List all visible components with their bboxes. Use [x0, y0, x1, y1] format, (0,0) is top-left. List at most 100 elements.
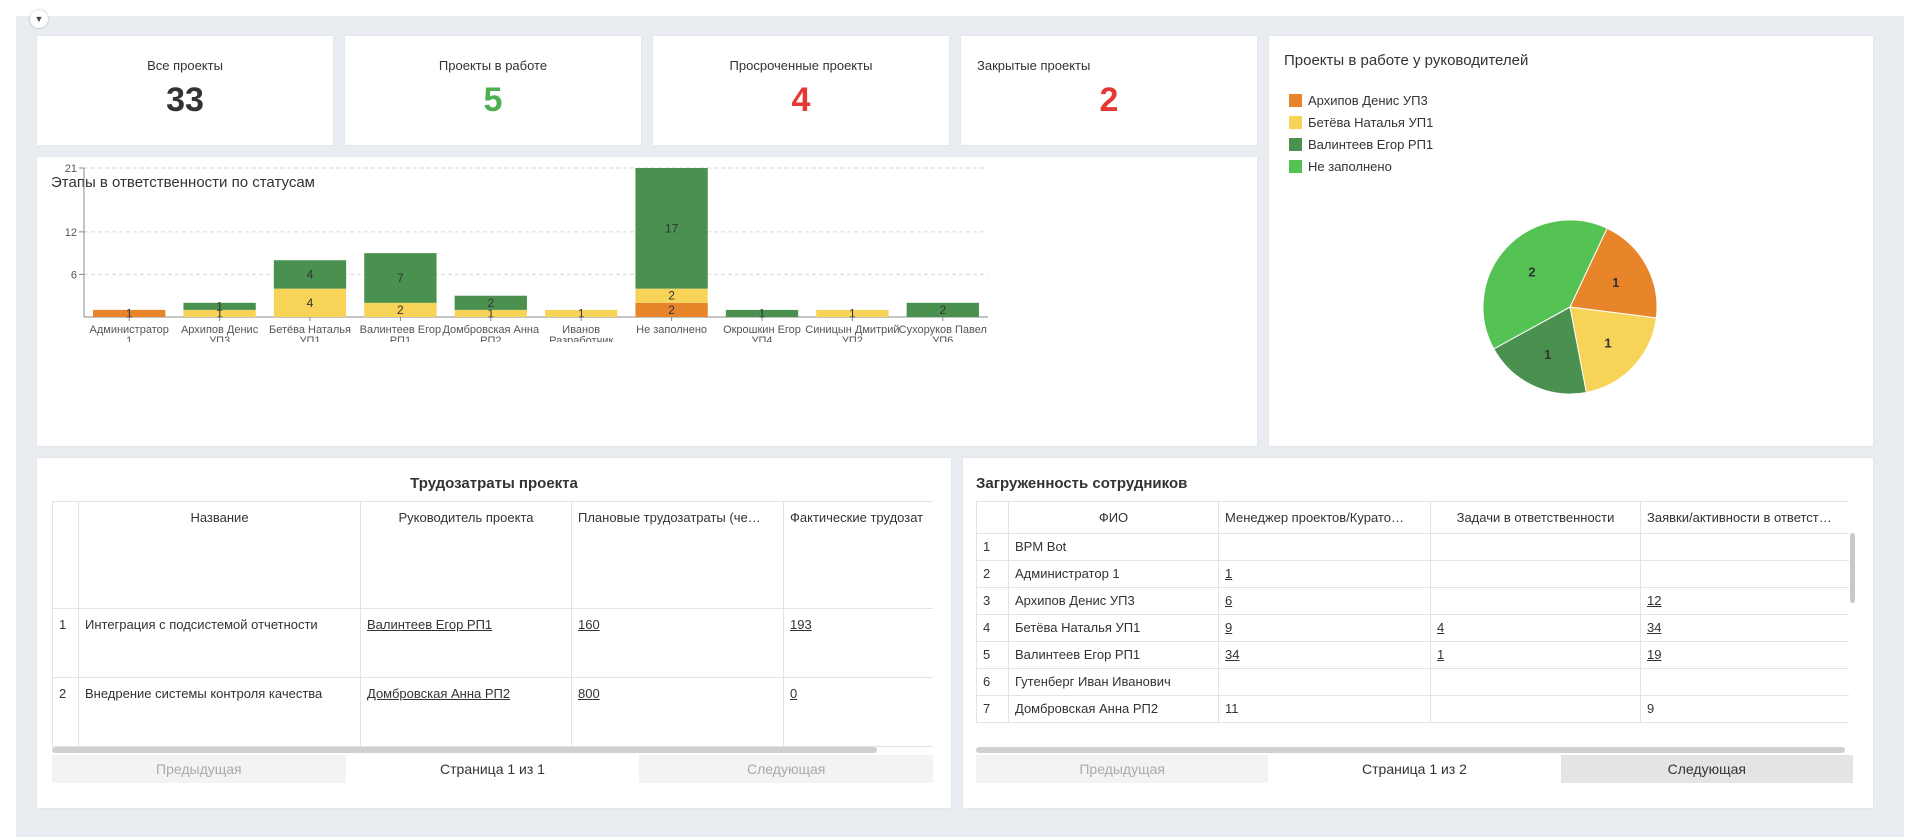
legend-item[interactable]: Валинтеев Егор РП1: [1289, 133, 1433, 155]
prev-page-button[interactable]: Предыдущая: [156, 761, 242, 777]
x-category-label-line2: УП4: [751, 335, 772, 347]
x-category-label: Бетёва Наталья: [269, 324, 351, 336]
load-table-vertical-scrollbar[interactable]: [1850, 533, 1855, 603]
legend-label: Архипов Денис УП3: [1308, 92, 1428, 108]
tasks-count-link[interactable]: 4: [1437, 620, 1445, 635]
bar-segment: [635, 302, 708, 317]
column-header-manager[interactable]: Руководитель проекта: [360, 501, 572, 609]
requests-count-link[interactable]: 19: [1647, 647, 1662, 662]
row-index: 2: [52, 677, 79, 747]
pm-count-link[interactable]: 6: [1225, 593, 1233, 608]
next-page-button[interactable]: Следующая: [747, 761, 826, 777]
actual-hours-link[interactable]: 193: [790, 617, 812, 632]
bar-value-label: 1: [216, 299, 223, 313]
table-row: 3 Архипов Денис УП3 6 12: [976, 587, 1849, 615]
column-header-planned[interactable]: Плановые трудозатраты (че…: [571, 501, 784, 609]
bar-segment: [545, 309, 618, 317]
actual-hours-link[interactable]: 0: [790, 686, 798, 701]
bar-value-label: 7: [397, 271, 404, 285]
collapse-toggle-icon[interactable]: ▼: [30, 10, 48, 28]
bar-value-label: 1: [849, 306, 856, 320]
legend-swatch: [1289, 159, 1302, 173]
employee-name: Бетёва Наталья УП1: [1008, 614, 1219, 642]
kpi-value: 4: [791, 81, 811, 119]
employee-name: Архипов Денис УП3: [1008, 587, 1219, 615]
requests-count-link[interactable]: 9: [1647, 701, 1655, 716]
bar-value-label: 4: [307, 296, 314, 310]
kpi-card-projects-in-work[interactable]: Проекты в работе 5: [345, 36, 641, 145]
column-header-tasks[interactable]: Задачи в ответственности: [1430, 501, 1641, 534]
pie-legend: Архипов Денис УП3 Бетёва Наталья УП1 Валин…: [1289, 89, 1433, 177]
kpi-value: 2: [1099, 81, 1119, 119]
pie-slice-label: 1: [1544, 347, 1551, 362]
table-row: 7 Домбровская Анна РП2 11 9: [976, 695, 1849, 723]
tasks-count-link[interactable]: 1: [1437, 647, 1445, 662]
legend-label: Не заполнено: [1308, 158, 1392, 174]
table-row: 2 Внедрение системы контроля качества До…: [52, 677, 933, 747]
pie-slice[interactable]: [1482, 219, 1608, 350]
column-header-requests[interactable]: Заявки/активности в ответст…: [1640, 501, 1849, 534]
column-header-pm[interactable]: Менеджер проектов/Курато…: [1218, 501, 1431, 534]
x-category-label-line2: 1: [126, 335, 132, 347]
kpi-card-all-projects[interactable]: Все проекты 33: [37, 36, 333, 145]
pm-count-link[interactable]: 34: [1225, 647, 1240, 662]
table-row: 1 BPM Bot: [976, 533, 1849, 561]
requests-count-link[interactable]: 12: [1647, 593, 1662, 608]
bar-segment: [364, 253, 437, 303]
pie-slice[interactable]: [1569, 306, 1657, 394]
prev-page-button[interactable]: Предыдущая: [1079, 761, 1165, 777]
legend-swatch: [1289, 93, 1302, 107]
kpi-card-closed-projects[interactable]: Закрытые проекты 2: [961, 36, 1257, 145]
employee-name: Валинтеев Егор РП1: [1008, 641, 1219, 669]
kpi-value: 33: [166, 81, 204, 119]
kpi-title: Просроченные проекты: [729, 58, 873, 73]
pm-count-link[interactable]: 9: [1225, 620, 1233, 635]
bar-value-label: 17: [665, 221, 679, 235]
pie-slice[interactable]: [1493, 306, 1587, 395]
bar-value-label: 1: [578, 306, 585, 320]
pm-count-link[interactable]: 1: [1225, 566, 1233, 581]
column-header-fio[interactable]: ФИО: [1008, 501, 1219, 534]
bar-segment: [273, 288, 347, 317]
planned-hours-link[interactable]: 800: [578, 686, 600, 701]
column-header-actual[interactable]: Фактические трудозат: [783, 501, 933, 609]
pie-slice[interactable]: [1569, 227, 1658, 319]
labor-costs-card: Трудозатраты проекта Название Руководите…: [37, 458, 951, 808]
bar-value-label: 2: [939, 303, 946, 317]
legend-item[interactable]: Бетёва Наталья УП1: [1289, 111, 1433, 133]
table-row: 6 Гутенберг Иван Иванович: [976, 668, 1849, 696]
row-index: 7: [976, 695, 1009, 723]
next-page-button[interactable]: Следующая: [1560, 755, 1853, 783]
x-category-label: Сухоруков Павел: [899, 324, 987, 336]
labor-table-viewport: Название Руководитель проекта Плановые т…: [52, 501, 933, 751]
bar-segment: [183, 309, 256, 317]
table-header-row: ФИО Менеджер проектов/Курато… Задачи в о…: [976, 501, 1849, 534]
requests-count-link[interactable]: 34: [1647, 620, 1662, 635]
row-index: 1: [52, 608, 79, 678]
bar-value-label: 2: [668, 289, 675, 303]
load-table-scrollbar[interactable]: [976, 747, 1845, 753]
column-header-index: [52, 501, 79, 609]
pie-chart-title: Проекты в работе у руководителей: [1284, 52, 1529, 69]
kpi-title: Все проекты: [147, 58, 223, 73]
legend-item[interactable]: Архипов Денис УП3: [1289, 89, 1433, 111]
manager-link[interactable]: Валинтеев Егор РП1: [367, 617, 493, 632]
kpi-card-overdue-projects[interactable]: Просроченные проекты 4: [653, 36, 949, 145]
pm-count-link[interactable]: 11: [1225, 701, 1239, 716]
x-category-label: Домбровская Анна: [442, 324, 540, 336]
column-header-name[interactable]: Название: [78, 501, 361, 609]
page-info: Страница 1 из 2: [1268, 755, 1561, 783]
bar-segment: [183, 302, 256, 310]
bar-value-label: 2: [487, 296, 494, 310]
planned-hours-link[interactable]: 160: [578, 617, 600, 632]
x-category-label-line2: УП1: [299, 335, 320, 347]
x-category-label: Администратор: [90, 324, 169, 336]
load-table: ФИО Менеджер проектов/Курато… Задачи в о…: [976, 501, 1849, 723]
bar-segment: [816, 309, 889, 317]
manager-link[interactable]: Домбровская Анна РП2: [367, 686, 511, 701]
legend-item[interactable]: Не заполнено: [1289, 155, 1433, 177]
table-header-row: Название Руководитель проекта Плановые т…: [52, 501, 933, 609]
labor-table-scrollbar[interactable]: [52, 747, 877, 753]
pie-slice-label: 2: [1528, 264, 1535, 279]
